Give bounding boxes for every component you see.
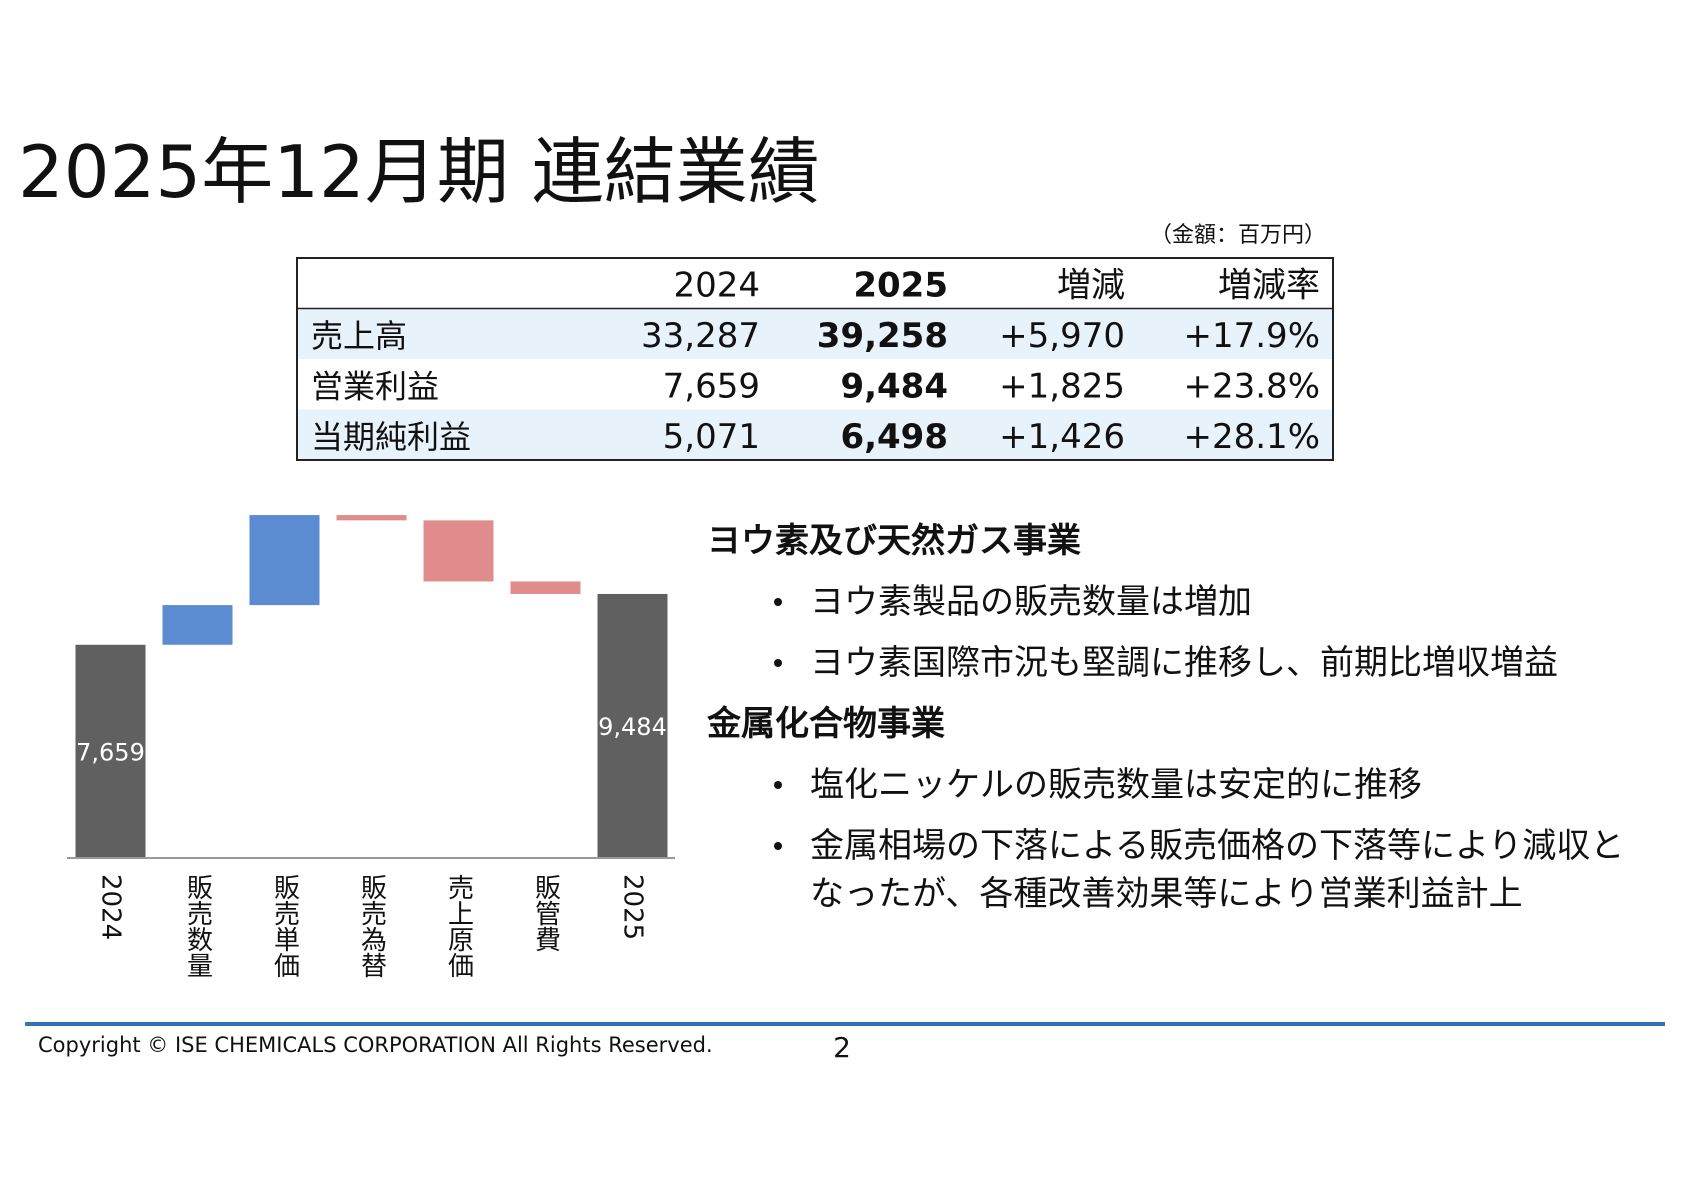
bar [75, 644, 146, 858]
column-header: 2024 [673, 266, 760, 306]
bullet-text: 塩化ニッケルの販売数量は安定的に推移 [810, 765, 1422, 805]
bullet-dot [774, 598, 782, 606]
table-cell: 7,659 [663, 367, 760, 407]
bullet-text: ヨウ素国際市況も堅調に推移し、前期比増収増益 [810, 643, 1558, 683]
table-cell: +1,426 [999, 417, 1125, 457]
row-shade [297, 308, 1333, 359]
row-label: 当期純利益 [311, 418, 471, 456]
table-cell: +1,825 [999, 367, 1125, 407]
bar [162, 605, 233, 645]
bar [336, 515, 407, 521]
section-heading: 金属化合物事業 [706, 704, 945, 744]
table-cell: +23.8% [1184, 367, 1321, 407]
data-label: 7,659 [76, 738, 145, 766]
table-cell: 39,258 [817, 316, 948, 356]
x-tick-label: 売上原価 [444, 874, 474, 978]
table-cell: 5,071 [663, 417, 760, 457]
bullet-text: 金属相場の下落による販売価格の下落等により減収と [810, 826, 1624, 866]
copyright: Copyright © ISE CHEMICALS CORPORATION Al… [38, 1033, 713, 1057]
x-tick-label: 販管費 [531, 874, 561, 952]
bar [597, 593, 668, 858]
x-tick-label: 2024 [96, 874, 126, 940]
bar [510, 581, 581, 594]
section-heading: ヨウ素及び天然ガス事業 [707, 521, 1081, 561]
table-cell: 9,484 [840, 367, 948, 407]
x-tick-label: 販売数量 [183, 874, 213, 978]
slide-title: 2025年12月期 連結業績 [18, 130, 820, 214]
table-cell: +17.9% [1184, 316, 1321, 356]
x-tick-label: 販売単価 [270, 874, 300, 978]
column-header: 増減 [1057, 266, 1125, 306]
table-cell: 6,498 [840, 417, 948, 457]
table-cell: +28.1% [1184, 417, 1321, 457]
bar [249, 515, 320, 606]
data-label: 9,484 [598, 713, 667, 741]
unit-note: （金額：百万円） [1150, 223, 1326, 248]
row-shade [297, 409, 1333, 460]
page-number: 2 [833, 1031, 851, 1064]
column-header: 2025 [853, 266, 948, 306]
table-cell: 33,287 [641, 316, 760, 356]
row-label: 営業利益 [311, 368, 439, 406]
table-cell: +5,970 [999, 316, 1125, 356]
bullet-text: なったが、各種改善効果等により営業利益計上 [810, 874, 1523, 914]
row-label: 売上高 [311, 317, 407, 355]
bullet-dot [774, 842, 782, 850]
bar [423, 520, 494, 582]
bullet-dot [774, 659, 782, 667]
column-header: 増減率 [1218, 266, 1320, 306]
bullet-dot [774, 781, 782, 789]
bullet-text: ヨウ素製品の販売数量は増加 [810, 582, 1252, 622]
table-border [296, 257, 1334, 461]
x-tick-label: 販売為替 [357, 874, 387, 978]
x-tick-label: 2025 [618, 874, 648, 940]
